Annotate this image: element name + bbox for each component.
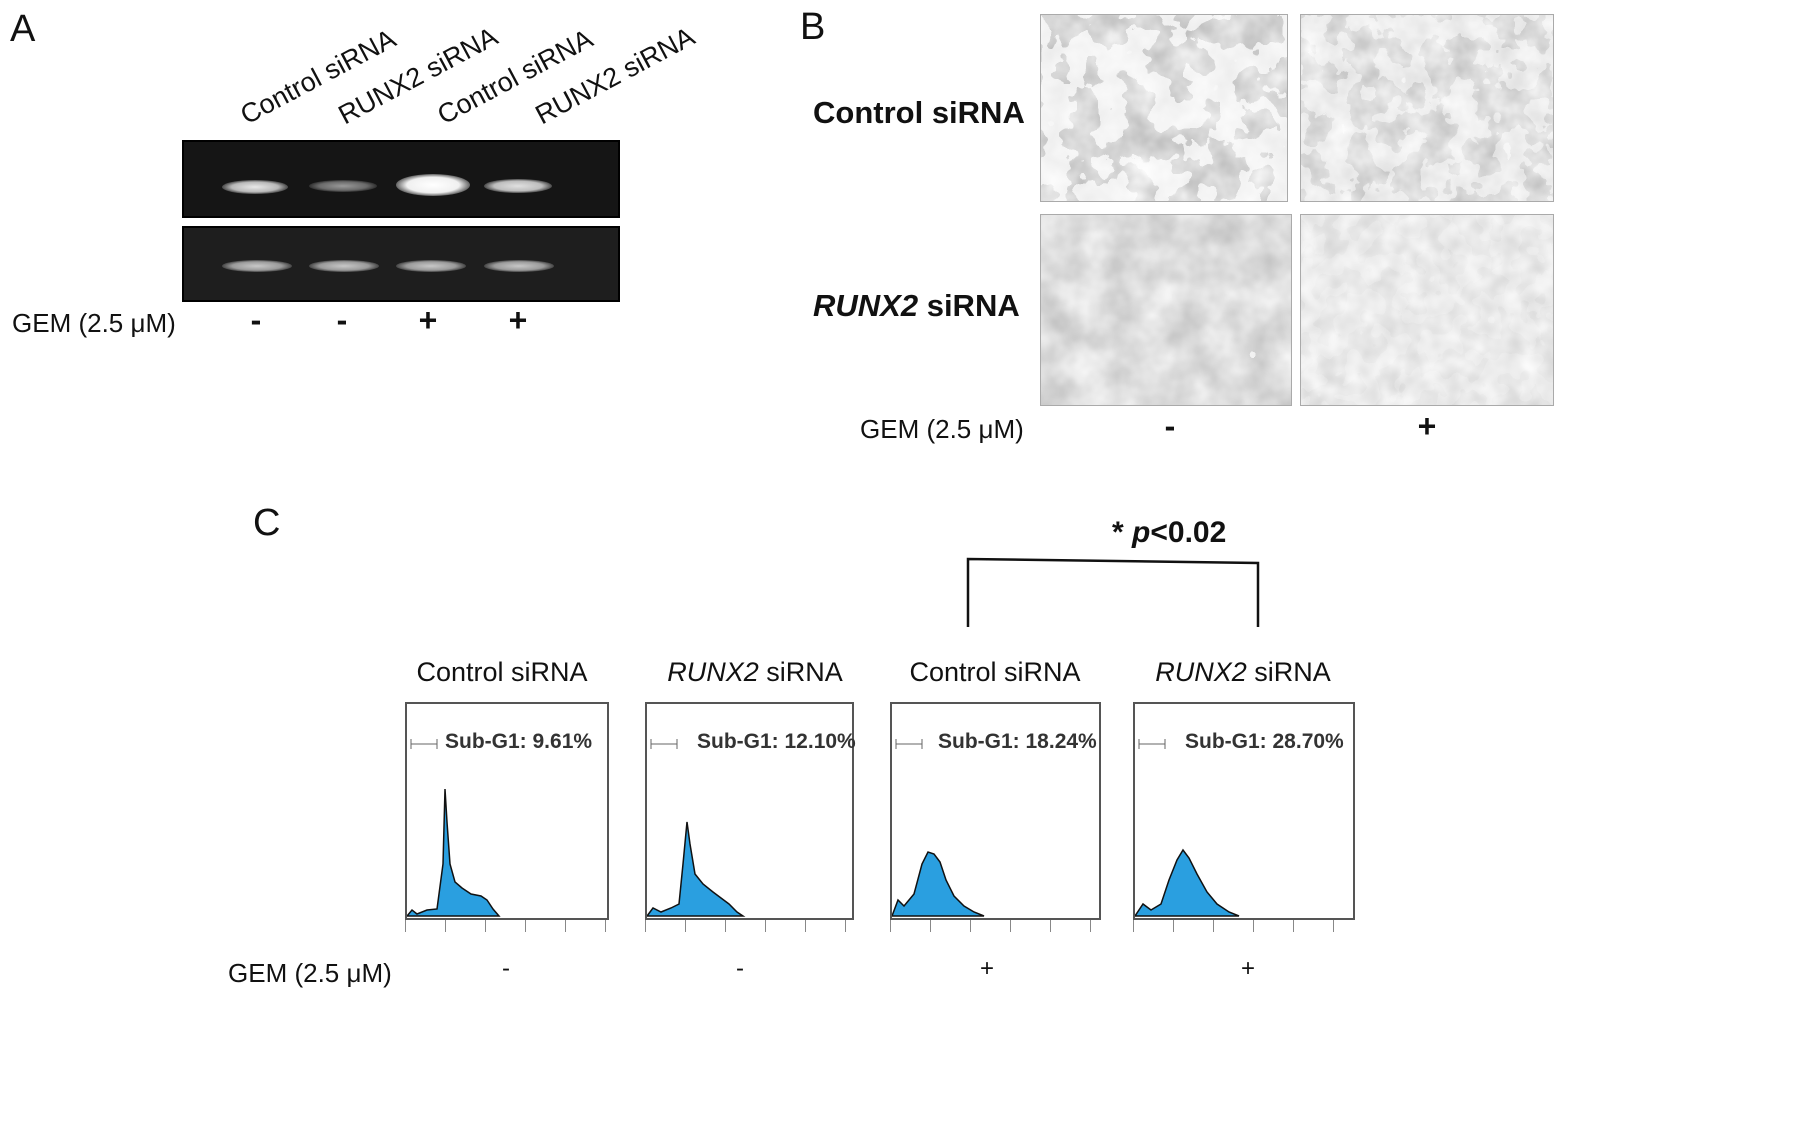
- panel-b-gem-label: GEM (2.5 μM): [860, 414, 1024, 444]
- gel-bottom: [182, 226, 620, 302]
- panel-b-gem-sign-1: -: [1164, 408, 1176, 444]
- panel-c-gem-sign-3: +: [979, 955, 994, 982]
- histogram-4: Sub-G1: 28.70%: [1113, 700, 1358, 940]
- panel-a-gem-sign-4: +: [508, 302, 528, 338]
- hist-title-1: Control siRNA: [392, 657, 612, 688]
- hist-title-3: Control siRNA: [885, 657, 1105, 688]
- histogram-curve: [1135, 739, 1240, 917]
- gel-band: [309, 260, 379, 272]
- significance-bracket: [966, 557, 1260, 627]
- micrograph-image: [1041, 15, 1287, 201]
- histogram-3: Sub-G1: 18.24%: [870, 700, 1101, 940]
- x-axis-ticks: [890, 920, 1100, 932]
- row-label-prefix: Control: [813, 95, 924, 130]
- panel-b-row-label-control: Control siRNA: [813, 95, 1025, 131]
- subg1-label: Sub-G1: 28.70%: [1185, 730, 1344, 753]
- panel-c-gem-sign-4: +: [1240, 955, 1255, 982]
- histogram-plot-area: Sub-G1: 12.10%: [645, 702, 856, 920]
- micrograph-runx2-gem: [1300, 214, 1554, 406]
- histogram-plot-area: Sub-G1: 18.24%: [890, 702, 1101, 920]
- micrograph-image: [1041, 215, 1291, 405]
- x-axis-ticks: [1133, 920, 1353, 932]
- gel-top: [182, 140, 620, 218]
- hist-title-prefix: RUNX2: [1155, 657, 1247, 687]
- gel-band: [484, 260, 554, 272]
- panel-a-gem-label: GEM (2.5 μM): [12, 308, 176, 338]
- micrograph-control-untreated: [1040, 14, 1288, 202]
- hist-title-suffix: siRNA: [503, 657, 588, 687]
- subg1-label: Sub-G1: 9.61%: [445, 730, 593, 753]
- panel-b-row-label-runx2: RUNX2 siRNA: [813, 288, 1020, 324]
- gel-band: [309, 180, 377, 192]
- x-axis-ticks: [645, 920, 853, 932]
- hist-title-suffix: siRNA: [758, 657, 843, 687]
- gel-band: [396, 260, 466, 272]
- gel-band: [396, 174, 470, 196]
- panel-c-gem-sign-1: -: [502, 955, 510, 982]
- panel-c-gem-label: GEM (2.5 μM): [228, 958, 392, 988]
- panel-a-gem-sign-1: -: [250, 302, 262, 338]
- histogram-plot-area: Sub-G1: 28.70%: [1133, 702, 1355, 920]
- histogram-curve: [407, 739, 501, 917]
- hist-title-suffix: siRNA: [1246, 657, 1331, 687]
- micrograph-runx2-untreated: [1040, 214, 1292, 406]
- panel-b-gem-sign-2: +: [1417, 408, 1437, 444]
- gel-band: [484, 179, 552, 193]
- row-label-suffix: siRNA: [918, 288, 1020, 323]
- row-label-suffix: siRNA: [923, 95, 1025, 130]
- histogram-curve: [647, 739, 746, 917]
- hist-title-4: RUNX2 siRNA: [1128, 657, 1358, 688]
- significance-p: p: [1132, 516, 1151, 549]
- micrograph-image: [1301, 15, 1553, 201]
- micrograph-image: [1301, 215, 1553, 405]
- gel-band: [222, 260, 292, 272]
- histogram-1: Sub-G1: 9.61%: [385, 700, 610, 940]
- hist-title-prefix: Control: [416, 657, 504, 687]
- micrograph-control-gem: [1300, 14, 1554, 202]
- hist-title-prefix: RUNX2: [667, 657, 759, 687]
- panel-a-letter: A: [10, 8, 36, 50]
- significance-star: *: [1112, 516, 1124, 549]
- hist-title-suffix: siRNA: [996, 657, 1081, 687]
- significance-value: <0.02: [1150, 516, 1227, 549]
- panel-a-gem-sign-2: -: [336, 302, 348, 338]
- subg1-label: Sub-G1: 18.24%: [938, 730, 1097, 753]
- histogram-2: Sub-G1: 12.10%: [625, 700, 856, 940]
- subg1-label: Sub-G1: 12.10%: [697, 730, 856, 753]
- panel-c-gem-sign-2: -: [736, 955, 744, 982]
- row-label-prefix: RUNX2: [813, 288, 919, 323]
- histogram-curve: [892, 739, 985, 917]
- gel-band: [222, 180, 288, 194]
- panel-a-gem-sign-3: +: [418, 302, 438, 338]
- significance-label: * p<0.02: [1112, 516, 1226, 550]
- hist-title-2: RUNX2 siRNA: [640, 657, 870, 688]
- x-axis-ticks: [405, 920, 610, 932]
- panel-c-letter: C: [253, 502, 281, 544]
- histogram-plot-area: Sub-G1: 9.61%: [405, 702, 609, 920]
- hist-title-prefix: Control: [909, 657, 997, 687]
- panel-b-letter: B: [800, 6, 826, 48]
